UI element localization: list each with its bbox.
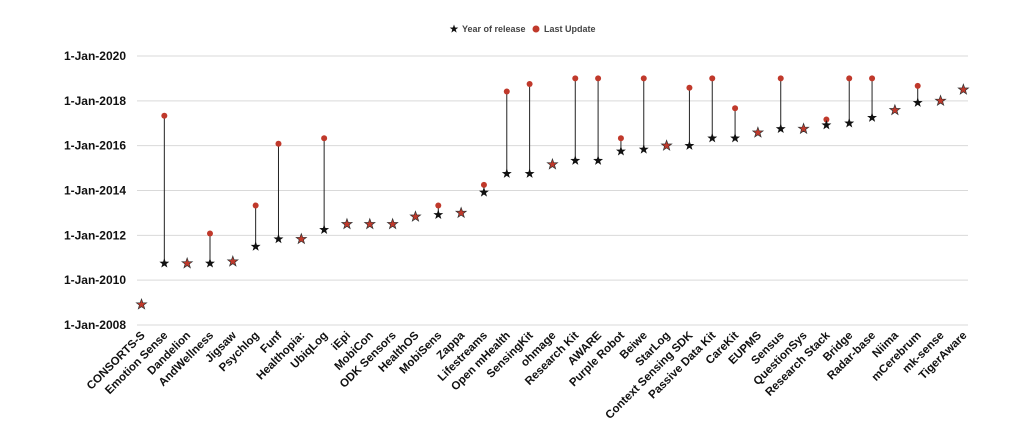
last-update-point: [595, 75, 602, 82]
release-and-update-star: [888, 103, 902, 116]
release-year-star: [684, 140, 695, 150]
release-and-update-star: [363, 217, 376, 230]
last-update-point: [161, 112, 168, 119]
release-year-star: [273, 233, 284, 244]
release-and-update-star: [546, 157, 559, 170]
release-year-star: [524, 168, 535, 178]
release-year-star: [159, 258, 170, 268]
y-tick-label: 1-Jan-2016: [64, 139, 126, 153]
release-year-star: [433, 209, 444, 219]
release-and-update-star: [409, 210, 422, 222]
y-axis-ticks: 1-Jan-2008 1-Jan-2010 1-Jan-2012 1-Jan-2014…: [64, 49, 126, 332]
marker-layer: [135, 75, 970, 310]
release-and-update-star: [797, 122, 810, 135]
release-year-star: [730, 132, 741, 143]
last-update-point: [869, 75, 876, 82]
y-tick-label: 1-Jan-2018: [64, 94, 126, 108]
legend-label-update: Last Update: [544, 24, 596, 34]
release-and-update-star: [386, 217, 399, 230]
release-year-star: [479, 187, 489, 197]
release-and-update-star: [660, 139, 673, 151]
release-year-star: [707, 132, 718, 143]
legend-label-release: Year of release: [462, 24, 526, 34]
last-update-point: [206, 230, 213, 237]
last-update-point: [321, 135, 328, 142]
last-update-point: [846, 75, 853, 82]
release-and-update-star: [454, 206, 468, 219]
legend-star-icon: [449, 24, 459, 33]
last-update-point: [777, 75, 784, 82]
release-year-star: [775, 123, 786, 134]
last-update-point: [686, 84, 693, 91]
release-and-update-star: [934, 94, 947, 107]
last-update-point: [640, 75, 647, 82]
y-tick-label: 1-Jan-2010: [64, 273, 126, 287]
grid-layer: [137, 55, 968, 326]
last-update-point: [526, 81, 533, 88]
last-update-point: [435, 202, 442, 209]
release-year-star: [593, 155, 604, 165]
release-and-update-star: [295, 232, 308, 245]
release-year-star: [821, 119, 832, 130]
y-tick-label: 1-Jan-2020: [64, 49, 126, 63]
last-update-point: [503, 88, 510, 95]
release-year-star: [844, 118, 855, 128]
release-year-star: [319, 224, 330, 234]
release-year-star: [250, 241, 261, 251]
release-year-star: [867, 112, 878, 122]
release-year-star: [501, 168, 512, 178]
release-year-star: [912, 97, 923, 107]
last-update-point: [823, 116, 830, 123]
release-year-star: [638, 144, 649, 154]
legend-dot-icon: [532, 25, 540, 33]
last-update-point: [275, 140, 282, 147]
release-and-update-star: [957, 83, 970, 95]
last-update-point: [732, 105, 739, 112]
release-and-update-star: [751, 126, 765, 138]
last-update-point: [252, 202, 259, 209]
release-and-update-star: [340, 217, 354, 230]
release-year-star: [615, 146, 626, 156]
release-and-update-star: [135, 298, 148, 310]
release-and-update-star: [226, 255, 239, 267]
release-year-star: [570, 155, 581, 165]
last-update-point: [480, 181, 487, 188]
legend: Year of release Last Update: [449, 24, 596, 34]
last-update-point: [572, 75, 579, 82]
y-tick-label: 1-Jan-2008: [64, 318, 126, 332]
last-update-point: [914, 82, 921, 89]
release-and-update-star: [181, 256, 194, 269]
last-update-point: [709, 75, 716, 82]
release-year-star: [205, 258, 215, 268]
last-update-point: [617, 135, 624, 142]
y-tick-label: 1-Jan-2014: [64, 184, 126, 198]
y-tick-label: 1-Jan-2012: [64, 228, 126, 242]
